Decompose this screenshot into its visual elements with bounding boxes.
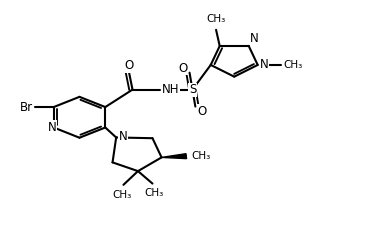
Text: CH₃: CH₃ [206,14,226,24]
Text: N: N [48,121,56,134]
Text: CH₃: CH₃ [283,60,302,70]
Text: O: O [124,59,134,72]
Text: Br: Br [20,101,33,114]
Text: CH₃: CH₃ [145,188,164,198]
Text: N: N [250,32,259,45]
Text: CH₃: CH₃ [191,151,210,161]
Text: NH: NH [161,83,179,96]
Text: O: O [197,105,206,117]
Text: CH₃: CH₃ [112,190,131,200]
Polygon shape [161,154,187,159]
Text: O: O [178,62,188,75]
Text: S: S [189,83,196,96]
Text: N: N [119,130,128,143]
Text: N: N [259,58,268,72]
